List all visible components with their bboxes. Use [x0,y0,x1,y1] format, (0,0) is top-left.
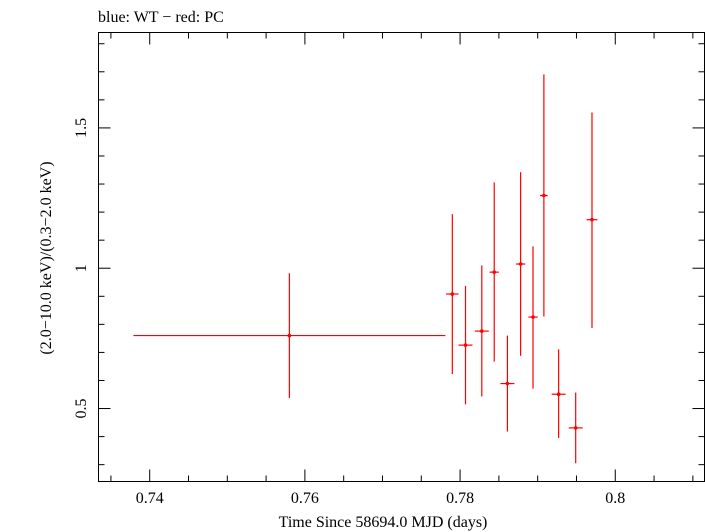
data-point [489,182,499,362]
y-tick-label: 1 [73,264,90,272]
data-marker [450,292,455,296]
x-tick-label: 0.78 [446,490,474,507]
x-tick-label: 0.74 [136,490,164,507]
data-marker [542,193,546,198]
x-axis-label: Time Since 58694.0 MJD (days) [279,514,488,531]
data-point [586,112,598,328]
data-point [458,285,473,405]
data-marker [556,392,561,397]
data-marker [505,381,510,386]
x-axis: 0.74 0.76 0.78 0.8 [110,32,694,507]
x-tick-label: 0.8 [605,490,625,507]
plot-frame [98,32,705,482]
data-point [515,172,526,356]
data-marker [287,333,292,338]
data-marker [590,217,594,222]
data-marker [573,426,578,430]
data-point [551,349,566,439]
y-tick-label: 1.5 [73,118,90,138]
data-point [474,265,489,397]
y-axis: 0.5 1 1.5 [73,43,705,466]
data-point [446,214,459,375]
data-point [540,74,548,317]
data-marker [518,262,523,266]
data-point [528,246,538,389]
data-marker [531,315,535,319]
chart-title: blue: WT − red: PC [98,9,224,26]
x-tick-label: 0.76 [291,490,319,507]
data-marker [480,329,484,333]
data-point [568,392,583,464]
data-point [500,335,515,432]
data-marker [492,270,497,274]
y-tick-label: 0.5 [73,399,90,419]
data-marker [463,343,468,347]
data-point [133,273,446,399]
data-points [133,74,598,464]
y-axis-label: (2.0−10.0 keV)/(0.3−2.0 keV) [38,161,55,354]
